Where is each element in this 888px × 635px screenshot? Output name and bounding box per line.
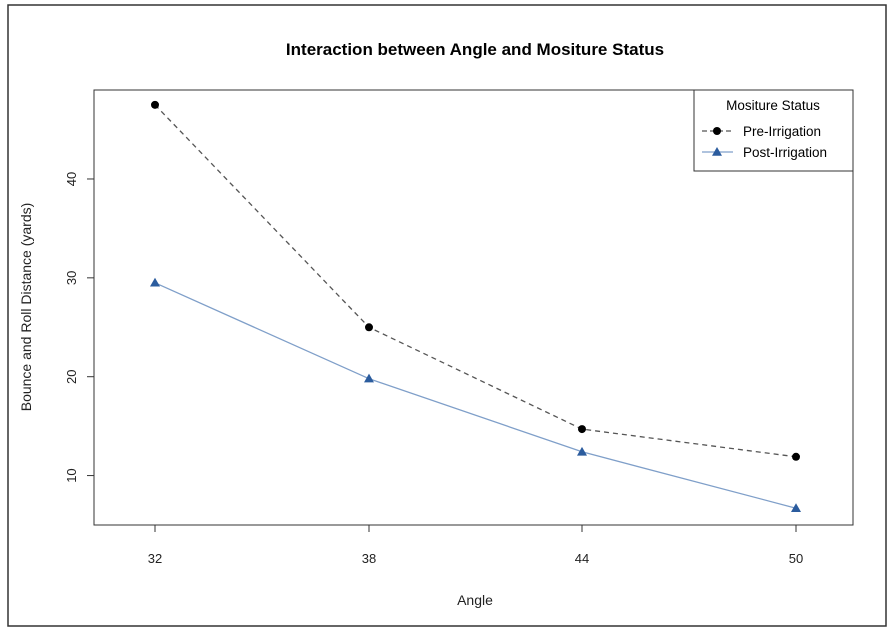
legend: Mositure Status Pre-Irrigation Post-Irrig…	[693, 89, 854, 172]
data-point	[364, 373, 374, 383]
data-point	[150, 277, 160, 287]
legend-item: Post-Irrigation	[702, 145, 827, 160]
data-point	[577, 446, 587, 456]
series-line	[154, 282, 797, 509]
series-layer	[150, 100, 801, 512]
x-tick-label: 32	[148, 551, 162, 566]
data-point	[365, 323, 373, 332]
data-point	[791, 503, 801, 512]
data-point	[578, 425, 586, 434]
x-tick-label: 50	[789, 551, 803, 566]
y-tick-label: 30	[64, 271, 79, 285]
legend-marker	[712, 147, 722, 156]
chart-title: Interaction between Angle and Mositure S…	[286, 40, 664, 59]
legend-label: Pre-Irrigation	[743, 124, 821, 139]
x-tick-label: 44	[575, 551, 589, 566]
legend-marker	[713, 127, 721, 135]
y-tick-label: 40	[64, 172, 79, 186]
x-axis-label: Angle	[457, 592, 493, 608]
y-tick-label: 10	[64, 468, 79, 482]
series-post-irrigation	[150, 277, 801, 512]
y-axis: 10 20 30 40	[64, 172, 94, 483]
legend-label: Post-Irrigation	[743, 145, 827, 160]
x-tick-label: 38	[362, 551, 376, 566]
data-point	[151, 100, 159, 109]
legend-title: Mositure Status	[726, 98, 820, 113]
series-pre-irrigation	[151, 100, 800, 461]
legend-item: Pre-Irrigation	[702, 124, 821, 139]
x-axis: 32 38 44 50	[148, 525, 803, 566]
series-line	[154, 104, 797, 458]
legend-items: Pre-Irrigation Post-Irrigation	[702, 124, 827, 160]
y-axis-label: Bounce and Roll Distance (yards)	[18, 203, 34, 412]
plot-area	[93, 89, 854, 526]
data-point	[792, 452, 800, 461]
y-tick-label: 20	[64, 369, 79, 383]
